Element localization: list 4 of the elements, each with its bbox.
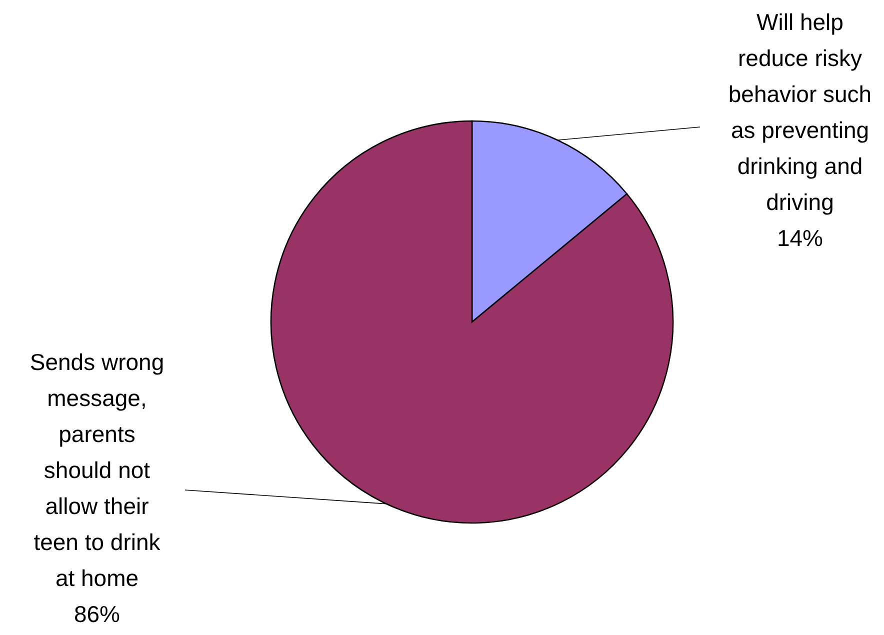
- slice-label: Sends wrong message, parents should not allow their teen to drink at home: [30, 349, 164, 591]
- slice-label: Will help reduce risky behavior such as preventing drinking and driving: [728, 9, 872, 215]
- data-label: 86%: [74, 601, 120, 627]
- data-label: 14%: [776, 225, 824, 251]
